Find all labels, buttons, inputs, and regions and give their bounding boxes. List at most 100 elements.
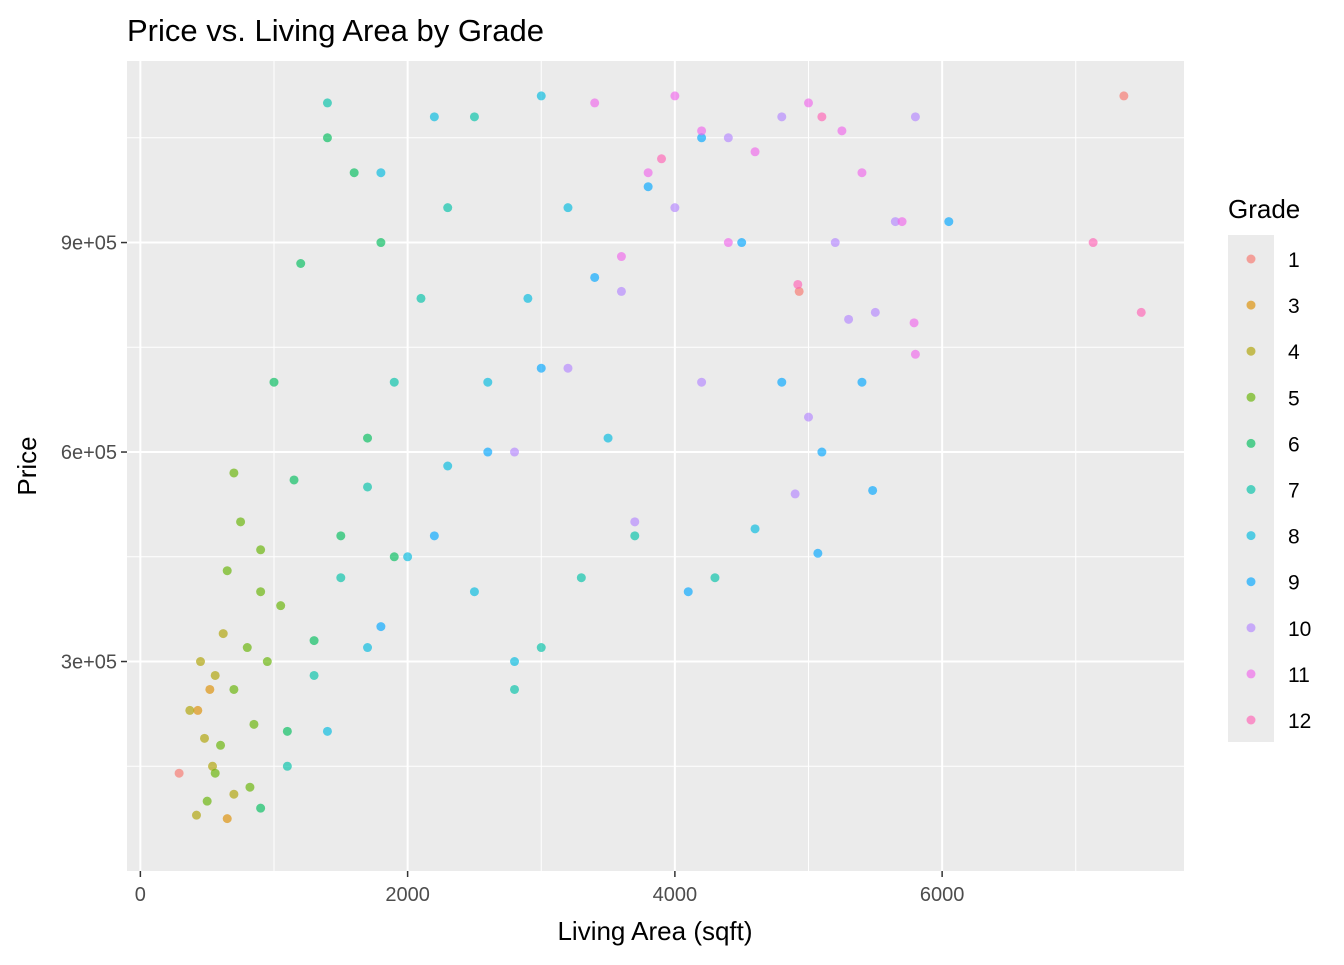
data-point-grade-11 — [857, 168, 867, 178]
data-point-grade-9 — [737, 238, 747, 248]
y-axis-label: Price — [12, 436, 42, 495]
legend-label-grade-8: 8 — [1288, 526, 1300, 549]
data-point-grade-9 — [376, 622, 386, 632]
data-point-grade-8 — [523, 293, 533, 303]
data-point-grade-4 — [208, 761, 218, 771]
data-point-grade-12 — [1088, 238, 1098, 248]
data-points — [174, 91, 1146, 824]
data-point-grade-7 — [389, 377, 399, 387]
legend-key-grade-1 — [1246, 254, 1256, 264]
data-point-grade-10 — [804, 412, 814, 422]
data-point-grade-6 — [376, 238, 386, 248]
x-axis: 0 2000 4000 6000 — [135, 871, 965, 906]
legend-key-grade-11 — [1246, 669, 1256, 679]
plot-panel — [127, 61, 1184, 871]
legend-key-grade-6 — [1246, 438, 1256, 448]
data-point-grade-3 — [222, 814, 232, 824]
data-point-grade-10 — [563, 363, 573, 373]
data-point-grade-5 — [229, 468, 239, 478]
data-point-grade-12 — [793, 279, 803, 289]
data-point-grade-9 — [683, 587, 693, 597]
data-point-grade-5 — [276, 601, 286, 611]
data-point-grade-6 — [282, 726, 292, 736]
data-point-grade-6 — [389, 552, 399, 562]
data-point-grade-11 — [723, 238, 733, 248]
data-point-grade-5 — [256, 587, 266, 597]
data-point-grade-11 — [616, 252, 626, 262]
data-point-grade-10 — [697, 377, 707, 387]
legend-label-grade-6: 6 — [1288, 433, 1300, 456]
legend-key-grade-8 — [1246, 531, 1256, 541]
data-point-grade-11 — [910, 349, 920, 359]
data-point-grade-7 — [309, 670, 319, 680]
data-point-grade-9 — [857, 377, 867, 387]
data-point-grade-8 — [469, 587, 479, 597]
data-point-grade-9 — [429, 531, 439, 541]
data-point-grade-8 — [322, 726, 332, 736]
data-point-grade-8 — [403, 552, 413, 562]
data-point-grade-5 — [210, 768, 220, 778]
data-point-grade-10 — [844, 314, 854, 324]
legend-label-grade-4: 4 — [1288, 341, 1300, 364]
data-point-grade-9 — [536, 363, 546, 373]
legend-label-grade-3: 3 — [1288, 295, 1300, 318]
data-point-grade-8 — [483, 377, 493, 387]
data-point-grade-5 — [262, 657, 272, 667]
data-point-grade-4 — [210, 670, 220, 680]
legend-label-grade-12: 12 — [1288, 710, 1311, 733]
data-point-grade-7 — [536, 643, 546, 653]
data-point-grade-9 — [777, 377, 787, 387]
grid-major — [127, 61, 1184, 871]
data-point-grade-9 — [944, 217, 954, 227]
data-point-grade-9 — [817, 447, 827, 457]
x-tick-label: 2000 — [385, 884, 430, 906]
data-point-grade-11 — [897, 217, 907, 227]
data-point-grade-5 — [222, 566, 232, 576]
data-point-grade-8 — [363, 643, 373, 653]
data-point-grade-8 — [376, 168, 386, 178]
data-point-grade-7 — [510, 684, 520, 694]
x-tick-label: 6000 — [920, 884, 965, 906]
data-point-grade-10 — [910, 112, 920, 122]
data-point-grade-5 — [229, 684, 239, 694]
data-point-grade-6 — [363, 433, 373, 443]
data-point-grade-3 — [193, 705, 203, 715]
data-point-grade-11 — [750, 147, 760, 157]
data-point-grade-4 — [229, 789, 239, 799]
data-point-grade-6 — [256, 803, 266, 813]
legend: Grade 1 3 4 5 6 7 8 9 10 11 12 — [1228, 194, 1311, 742]
data-point-grade-8 — [510, 657, 520, 667]
data-point-grade-1 — [174, 768, 184, 778]
data-point-grade-9 — [868, 485, 878, 495]
data-point-grade-7 — [322, 98, 332, 108]
legend-title: Grade — [1228, 194, 1300, 224]
data-point-grade-1 — [1119, 91, 1129, 101]
data-point-grade-1 — [794, 286, 804, 296]
x-axis-label: Living Area (sqft) — [557, 916, 752, 946]
data-point-grade-10 — [510, 447, 520, 457]
data-point-grade-9 — [643, 182, 653, 192]
x-tick-label: 0 — [135, 884, 146, 906]
data-point-grade-7 — [282, 761, 292, 771]
data-point-grade-10 — [790, 489, 800, 499]
data-point-grade-11 — [670, 91, 680, 101]
data-point-grade-10 — [830, 238, 840, 248]
y-tick-label: 3e+05 — [61, 652, 117, 674]
data-point-grade-6 — [336, 531, 346, 541]
legend-key-grade-10 — [1246, 623, 1256, 633]
legend-items: 1 3 4 5 6 7 8 9 10 11 12 — [1246, 249, 1311, 733]
data-point-grade-11 — [590, 98, 600, 108]
legend-label-grade-10: 10 — [1288, 618, 1311, 641]
legend-label-grade-1: 1 — [1288, 249, 1300, 272]
data-point-grade-7 — [363, 482, 373, 492]
data-point-grade-6 — [349, 168, 359, 178]
legend-label-grade-7: 7 — [1288, 480, 1300, 503]
data-point-grade-10 — [890, 217, 900, 227]
chart-title: Price vs. Living Area by Grade — [127, 13, 544, 48]
data-point-grade-6 — [309, 636, 319, 646]
legend-label-grade-9: 9 — [1288, 572, 1300, 595]
legend-label-grade-5: 5 — [1288, 387, 1300, 410]
x-tick-label: 4000 — [653, 884, 698, 906]
